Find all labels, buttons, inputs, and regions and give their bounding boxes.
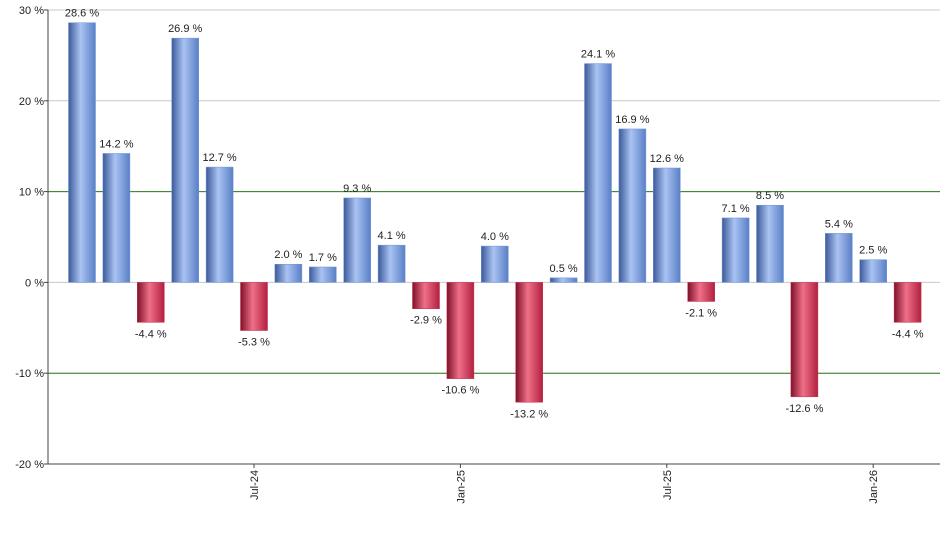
- value-label: 8.5 %: [756, 190, 784, 202]
- value-label: -4.4 %: [892, 328, 924, 340]
- bar: [825, 233, 853, 283]
- y-tick-label: 30 %: [19, 5, 44, 17]
- x-tick-label: Jul-25: [662, 470, 674, 500]
- bar: [274, 263, 303, 283]
- value-label: 24.1 %: [581, 49, 615, 61]
- bar: [481, 245, 509, 283]
- value-label: 7.1 %: [722, 203, 750, 215]
- value-label: 4.0 %: [481, 231, 509, 243]
- value-label: 4.1 %: [378, 230, 406, 242]
- bar: [68, 22, 96, 283]
- value-label: 12.7 %: [202, 152, 236, 164]
- value-label: 0.5 %: [550, 263, 578, 275]
- y-tick-label: 20 %: [19, 96, 44, 108]
- value-label: 1.7 %: [309, 252, 337, 264]
- bar: [721, 217, 750, 283]
- value-label: -2.9 %: [410, 315, 442, 327]
- value-label: 26.9 %: [168, 23, 202, 35]
- value-label: -10.6 %: [441, 385, 479, 397]
- value-label: -4.4 %: [135, 328, 167, 340]
- bar: [377, 244, 406, 283]
- value-label: 5.4 %: [825, 218, 853, 230]
- value-label: -13.2 %: [510, 408, 548, 420]
- value-label: 12.6 %: [650, 153, 684, 165]
- bar: [205, 166, 234, 283]
- bar: [446, 282, 475, 379]
- bar: [893, 282, 922, 323]
- y-tick-label: -10 %: [15, 368, 44, 380]
- bar: [309, 266, 337, 283]
- bar: [790, 282, 819, 398]
- bar: [102, 153, 131, 283]
- y-tick-label: -20 %: [15, 459, 44, 471]
- bar: [618, 128, 647, 283]
- bar: [653, 167, 681, 283]
- x-tick-label: Jul-24: [249, 470, 261, 500]
- bar: [343, 197, 371, 283]
- value-label: 28.6 %: [65, 8, 99, 20]
- bar: [584, 63, 612, 283]
- value-label: 2.0 %: [274, 249, 302, 261]
- bar: [240, 282, 268, 331]
- value-label: -2.1 %: [685, 307, 717, 319]
- bar: [515, 282, 543, 403]
- value-label: 16.9 %: [615, 114, 649, 126]
- x-tick-label: Jan-25: [455, 470, 467, 504]
- value-label: 14.2 %: [99, 138, 133, 150]
- bar: [171, 37, 199, 283]
- y-tick-label: 10 %: [19, 187, 44, 199]
- x-tick-label: Jan-26: [868, 470, 880, 504]
- bar: [687, 282, 715, 302]
- y-tick-label: 0 %: [25, 277, 44, 289]
- bar: [549, 277, 578, 283]
- value-label: 9.3 %: [343, 183, 371, 195]
- bar: [859, 259, 887, 283]
- bar: [756, 204, 784, 283]
- value-label: -5.3 %: [238, 337, 270, 349]
- value-label: 2.5 %: [859, 245, 887, 257]
- value-label: -12.6 %: [785, 403, 823, 415]
- bar: [412, 282, 440, 309]
- bar: [137, 282, 165, 323]
